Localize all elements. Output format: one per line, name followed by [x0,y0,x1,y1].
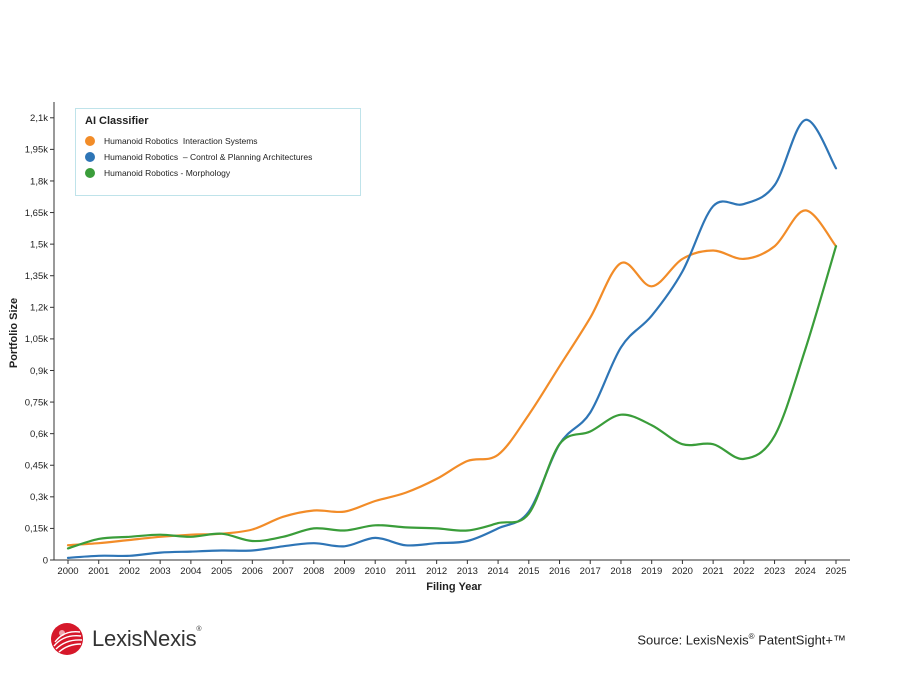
x-tick-label: 2000 [57,566,78,577]
y-tick-label: 0,45k [25,461,48,472]
x-tick-label: 2003 [150,566,171,577]
x-tick-label: 2025 [825,566,846,577]
y-axis-title: Portfolio Size [8,298,20,368]
x-tick-label: 2008 [303,566,324,577]
axes: 0 0,15k 0,3k 0,45k 0,6k 0,75k 0,9k 1,05k 1,2k 1,3… [25,102,850,577]
x-tick-label: 2024 [795,566,816,577]
legend-label: Humanoid Robotics - Morphology [104,168,231,178]
y-tick-label: 0,15k [25,524,48,535]
lexisnexis-logo: LexisNexis® [50,622,202,656]
x-tick-label: 2005 [211,566,232,577]
legend-dot-blue [85,152,95,162]
y-tick-label: 0,75k [25,397,48,408]
x-tick-label: 2021 [703,566,724,577]
x-tick-label: 2019 [641,566,662,577]
y-tick-label: 0,3k [30,492,48,503]
y-tick-label: 1,2k [30,303,48,314]
x-tick-label: 2002 [119,566,140,577]
x-tick-label: 2015 [518,566,539,577]
y-tick-label: 1,8k [30,176,48,187]
legend-label: Humanoid Robotics Interaction Systems [104,136,258,146]
series-line-morphology[interactable] [66,245,838,550]
legend: AI Classifier Humanoid Robotics Interact… [75,108,361,196]
x-tick-label: 2020 [672,566,693,577]
y-tick-label: 1,5k [30,239,48,250]
legend-item-morphology[interactable]: Humanoid Robotics - Morphology [85,166,230,180]
y-tick-label: 1,95k [25,145,48,156]
lexisnexis-emblem-icon [51,623,83,655]
legend-dot-orange [85,136,95,146]
legend-dot-green [85,168,95,178]
x-tick-label: 2018 [610,566,631,577]
y-tick-label: 0,6k [30,429,48,440]
x-tick-label: 2010 [365,566,386,577]
series-lines [66,118,838,559]
series-line-control-planning[interactable] [66,118,838,559]
y-tick-label: 1,35k [25,271,48,282]
y-tick-label: 2,1k [30,113,48,124]
x-tick-label: 2016 [549,566,570,577]
y-tick-label: 1,65k [25,208,48,219]
legend-label: Humanoid Robotics – Control & Planning A… [104,152,313,162]
y-tick-label: 1,05k [25,334,48,345]
x-tick-label: 2022 [733,566,754,577]
x-tick-label: 2013 [457,566,478,577]
x-tick-label: 2006 [242,566,263,577]
legend-title: AI Classifier [85,115,149,127]
x-axis-title: Filing Year [426,581,482,593]
x-tick-label: 2007 [272,566,293,577]
x-tick-label: 2001 [88,566,109,577]
legend-item-interaction[interactable]: Humanoid Robotics Interaction Systems [85,134,258,148]
x-tick-label: 2012 [426,566,447,577]
x-tick-label: 2004 [180,566,201,577]
y-tick-label: 0,9k [30,366,48,377]
x-tick-label: 2011 [396,566,416,577]
logo-text: LexisNexis® [92,626,202,651]
x-tick-label: 2014 [488,566,509,577]
legend-item-control[interactable]: Humanoid Robotics – Control & Planning A… [85,150,312,164]
x-tick-label: 2017 [580,566,601,577]
y-tick-label: 0 [43,555,48,566]
source-note: Source: LexisNexis® PatentSight+™ [637,632,846,648]
x-tick-label: 2009 [334,566,355,577]
x-tick-label: 2023 [764,566,785,577]
series-line-interaction-systems[interactable] [66,209,838,547]
